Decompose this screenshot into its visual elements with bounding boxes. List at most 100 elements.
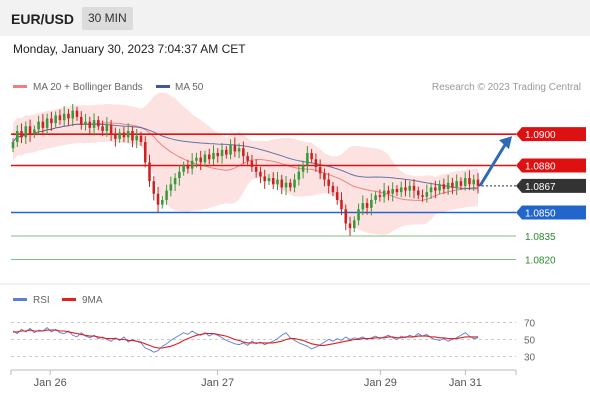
candle xyxy=(425,184,429,203)
candle xyxy=(169,176,173,197)
candle xyxy=(335,186,339,205)
candle xyxy=(109,119,113,141)
candle xyxy=(412,179,416,199)
level-label-1.0850: 1.0850 xyxy=(525,209,556,220)
candle xyxy=(203,150,207,167)
candle xyxy=(131,126,134,148)
candle xyxy=(237,143,241,159)
candle xyxy=(382,182,386,203)
candle xyxy=(41,113,45,134)
candle xyxy=(289,178,292,192)
rsi-series-RSI xyxy=(12,326,479,353)
candle xyxy=(451,177,454,195)
candle xyxy=(79,111,83,130)
candle xyxy=(365,198,369,215)
candle xyxy=(156,186,160,213)
candle xyxy=(165,184,168,205)
candle xyxy=(229,139,232,160)
candle xyxy=(370,193,373,216)
candle xyxy=(199,150,202,171)
level-tag-1.0850 xyxy=(516,205,586,220)
candle xyxy=(331,181,335,197)
candle xyxy=(122,126,126,143)
candle xyxy=(173,173,177,192)
candle xyxy=(348,216,352,236)
x-tick-label: Jan 27 xyxy=(201,377,234,389)
candle xyxy=(446,175,450,195)
candle xyxy=(114,127,117,147)
bollinger-band xyxy=(13,92,478,235)
candle xyxy=(387,185,390,201)
datetime-label: Monday, January 30, 2023 7:04:37 AM CET xyxy=(13,42,246,56)
candle xyxy=(301,160,305,179)
candle xyxy=(344,204,348,231)
level-tag-1.0880 xyxy=(516,158,586,173)
candle xyxy=(416,186,420,200)
level-tag-1.0900 xyxy=(516,127,586,142)
rsi-tick-70: 70 xyxy=(524,319,536,330)
candle xyxy=(54,111,57,128)
candle xyxy=(318,159,322,180)
candle xyxy=(280,174,284,195)
candle xyxy=(353,216,356,233)
rsi-series-9MA xyxy=(13,329,478,349)
candle xyxy=(37,115,40,135)
forecast-arrow xyxy=(478,142,508,187)
candle xyxy=(254,159,258,178)
candle xyxy=(178,165,181,186)
candle xyxy=(45,113,49,135)
candle xyxy=(250,155,254,172)
candle xyxy=(284,175,288,196)
candle xyxy=(263,169,266,189)
candle xyxy=(361,195,365,216)
candle xyxy=(75,106,79,121)
legend-ma20: MA 20 + Bollinger Bands xyxy=(33,82,143,93)
candle xyxy=(399,181,403,197)
level-lines xyxy=(11,133,516,260)
candle xyxy=(267,174,271,186)
candle xyxy=(374,191,377,204)
copyright: Research © 2023 Trading Central xyxy=(432,82,581,93)
x-tick-label: Jan 31 xyxy=(449,377,482,389)
candle xyxy=(135,128,138,149)
rsi-tick-50: 50 xyxy=(524,336,536,347)
candle xyxy=(306,146,309,174)
candle xyxy=(33,125,36,139)
candle xyxy=(378,189,382,202)
candle xyxy=(24,121,28,145)
candle xyxy=(276,171,279,191)
candle xyxy=(459,177,463,190)
legend-swatch-ma20 xyxy=(13,85,27,88)
candle xyxy=(20,123,23,144)
candle xyxy=(148,154,151,187)
candle xyxy=(105,117,109,137)
candle xyxy=(438,180,441,195)
candle xyxy=(404,179,407,197)
bollinger-fill xyxy=(13,92,478,235)
interval-button[interactable]: 30 MIN xyxy=(82,7,133,30)
candle xyxy=(357,203,360,226)
legend-ma50: MA 50 xyxy=(175,82,204,93)
candle xyxy=(139,131,143,146)
candle xyxy=(297,164,301,186)
candle xyxy=(62,106,66,126)
candle xyxy=(310,149,313,164)
candle xyxy=(161,196,164,209)
candle xyxy=(84,113,87,131)
candle xyxy=(455,174,458,196)
candle xyxy=(28,119,32,142)
candle xyxy=(195,152,198,168)
candle xyxy=(468,170,471,191)
legend-swatch-rsi xyxy=(13,298,27,301)
candle xyxy=(50,111,53,131)
candle xyxy=(97,116,100,131)
x-axis-ticks: Jan 26 Jan 27 Jan 29 Jan 31 xyxy=(10,370,517,389)
candle xyxy=(271,172,275,190)
candle xyxy=(429,182,433,199)
price-chart: MA 20 + Bollinger Bands MA 50 Research ©… xyxy=(0,82,590,389)
legend-swatch-ma50 xyxy=(156,85,170,88)
symbol-label: EUR/USD xyxy=(11,11,75,27)
level-label-1.0835: 1.0835 xyxy=(525,232,556,243)
candle xyxy=(182,161,185,176)
candle xyxy=(207,148,211,165)
